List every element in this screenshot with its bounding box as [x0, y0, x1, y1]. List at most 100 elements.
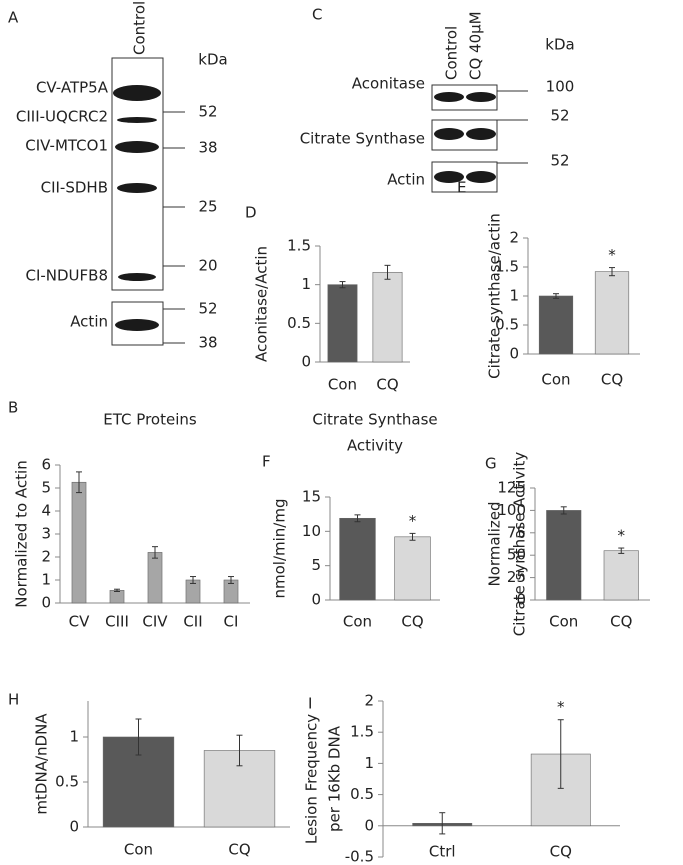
y-tick-label: 2: [364, 692, 374, 710]
y-tick-label: 0: [364, 816, 374, 834]
blot-row-label: CIV-MTCO1: [25, 137, 108, 155]
marker-label: 38: [198, 334, 217, 352]
marker-label: 20: [198, 257, 217, 275]
y-tick-label: -0.5: [345, 848, 374, 865]
bar: [538, 295, 574, 355]
y-tick-label: 25: [507, 568, 526, 586]
y-tick-label: 0.5: [287, 314, 311, 332]
x-tick-label: Con: [549, 613, 578, 631]
y-tick-label: 1: [69, 728, 79, 746]
y-tick-label: 5: [311, 556, 321, 574]
blot-band: [434, 171, 464, 183]
bar: [71, 481, 87, 604]
x-tick-label: Con: [328, 376, 357, 394]
blot-band: [113, 85, 161, 101]
bar: [109, 590, 125, 604]
bar: [339, 517, 376, 601]
y-tick-label: 1.5: [495, 258, 519, 276]
y-tick-label: 15: [302, 488, 321, 506]
panel-letter: E: [457, 179, 466, 197]
y-axis-label: Aconitase/Actin: [253, 246, 271, 362]
y-tick-label: 0: [69, 818, 79, 836]
blot-band: [434, 92, 464, 102]
blot-band: [117, 117, 157, 123]
blot-band: [118, 273, 156, 281]
panel-letter: A: [8, 9, 19, 27]
blot-band: [466, 171, 496, 183]
y-tick-label: 50: [507, 546, 526, 564]
x-tick-label: CV: [69, 613, 90, 631]
y-axis-label: nmol/min/mg: [271, 499, 289, 599]
significance-mark: *: [618, 527, 626, 545]
x-tick-label: Con: [541, 371, 570, 389]
marker-label: 25: [198, 198, 217, 216]
y-tick-label: 0: [41, 594, 51, 612]
bar: [603, 550, 639, 601]
panel-letter: C: [312, 6, 322, 24]
significance-mark: *: [557, 698, 565, 716]
y-tick-label: 4: [41, 502, 51, 520]
lane-label: Control: [443, 26, 461, 80]
blot-band: [466, 92, 496, 102]
panel-letter: F: [262, 453, 271, 471]
x-tick-label: CQ: [401, 613, 423, 631]
y-tick-label: 3: [41, 525, 51, 543]
bar: [327, 284, 358, 363]
bar: [394, 536, 431, 601]
x-tick-label: CQ: [376, 376, 398, 394]
blot-band: [115, 319, 159, 331]
y-tick-label: 1.5: [287, 237, 311, 255]
x-tick-label: Con: [124, 841, 153, 859]
y-axis-label: per 16Kb DNA: [326, 725, 344, 832]
y-axis-label: Normalized: [486, 501, 504, 586]
y-tick-label: 1: [301, 275, 311, 293]
blot-row-label: Actin: [70, 313, 108, 331]
x-tick-label: CIV: [142, 613, 168, 631]
bar: [147, 552, 163, 604]
blot-band: [115, 141, 159, 153]
x-tick-label: CQ: [610, 613, 632, 631]
blot-band: [434, 128, 464, 140]
y-tick-label: 0.5: [350, 785, 374, 803]
x-tick-label: CI: [224, 613, 239, 631]
y-tick-label: 0: [509, 345, 519, 363]
chart-title: Citrate Synthase: [312, 411, 437, 429]
x-tick-label: Con: [343, 613, 372, 631]
marker-label: 52: [198, 103, 217, 121]
y-tick-label: 0: [516, 591, 526, 609]
x-tick-label: CIII: [105, 613, 129, 631]
bar: [372, 271, 403, 363]
x-tick-label: Ctrl: [429, 843, 456, 861]
panel-letter: G: [485, 455, 497, 473]
y-tick-label: 2: [509, 229, 519, 247]
panel-letter: I: [308, 695, 312, 713]
blot-row-label: Citrate Synthase: [300, 130, 425, 148]
y-tick-label: 125: [497, 479, 526, 497]
chart-title: ETC Proteins: [103, 411, 197, 429]
bar: [546, 510, 582, 601]
y-tick-label: 6: [41, 456, 51, 474]
y-axis-label: mtDNA/nDNA: [33, 713, 51, 815]
marker-label: 38: [198, 139, 217, 157]
y-tick-label: 0: [301, 353, 311, 371]
y-tick-label: 10: [302, 522, 321, 540]
marker-label: 52: [550, 152, 569, 170]
significance-mark: *: [409, 512, 417, 530]
marker-label: 52: [198, 300, 217, 318]
x-tick-label: CQ: [601, 371, 623, 389]
significance-mark: *: [608, 246, 616, 264]
blot-row-label: CV-ATP5A: [36, 79, 109, 97]
y-tick-label: 0.5: [495, 316, 519, 334]
kda-label: kDa: [545, 36, 574, 54]
y-axis-label: Normalized to Actin: [13, 460, 31, 607]
y-tick-label: 1: [364, 754, 374, 772]
bar: [594, 271, 630, 355]
panel-letter: B: [8, 399, 18, 417]
blot-band: [117, 183, 157, 193]
blot-row-label: Actin: [387, 171, 425, 189]
chart-title: Activity: [347, 437, 403, 455]
y-tick-label: 5: [41, 479, 51, 497]
lane-label: Control: [131, 1, 149, 55]
x-tick-label: CQ: [550, 843, 572, 861]
